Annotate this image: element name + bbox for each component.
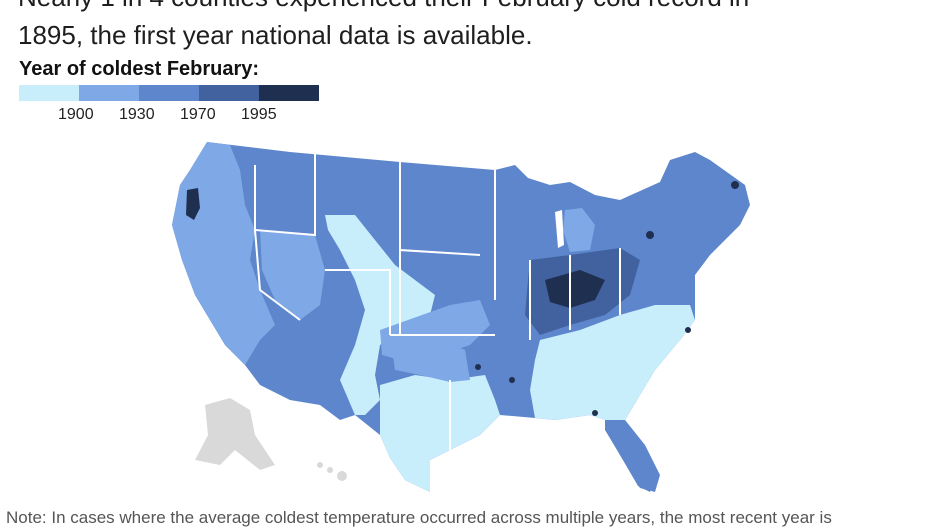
legend-tick-1970: 1970 bbox=[180, 106, 216, 123]
us-county-map bbox=[172, 142, 750, 492]
intro-line-1: Nearly 1 in 4 counties experienced their… bbox=[18, 0, 918, 16]
footnote: Note: In cases where the average coldest… bbox=[6, 508, 832, 527]
kentucky-tennessee-dark bbox=[545, 270, 605, 308]
legend-title: Year of coldest February: bbox=[19, 58, 260, 80]
county-dot bbox=[731, 181, 739, 189]
southeast-region bbox=[530, 305, 695, 420]
legend-tick-1995: 1995 bbox=[241, 106, 277, 123]
legend-bin-4 bbox=[199, 85, 259, 101]
south-central-region bbox=[380, 375, 500, 492]
county-dot bbox=[592, 410, 598, 416]
great-basin-region bbox=[260, 230, 325, 320]
legend-color-bar bbox=[19, 85, 319, 101]
legend-bin-1 bbox=[19, 85, 79, 101]
texas-north-patch bbox=[390, 335, 470, 382]
county-dot bbox=[685, 327, 691, 333]
hawaii-inset bbox=[317, 462, 347, 481]
legend-bin-3 bbox=[139, 85, 199, 101]
pacific-northwest-coast bbox=[186, 188, 200, 220]
county-dot bbox=[475, 364, 481, 370]
legend-tick-1900: 1900 bbox=[58, 106, 94, 123]
legend-bin-5 bbox=[259, 85, 319, 101]
rocky-mountain-band bbox=[325, 215, 435, 415]
contiguous-us bbox=[172, 142, 750, 492]
county-dot bbox=[646, 231, 654, 239]
legend-tick-1930: 1930 bbox=[119, 106, 155, 123]
legend-bin-2 bbox=[79, 85, 139, 101]
county-dot bbox=[509, 377, 515, 383]
intro-line-2: 1895, the first year national data is av… bbox=[18, 20, 533, 50]
florida-region bbox=[605, 420, 655, 492]
intro-text: Nearly 1 in 4 counties experienced their… bbox=[18, 0, 918, 54]
lake-michigan bbox=[555, 210, 564, 248]
alaska-inset bbox=[195, 398, 275, 470]
state-borders bbox=[254, 152, 621, 450]
michigan-lower-peninsula bbox=[563, 208, 595, 252]
